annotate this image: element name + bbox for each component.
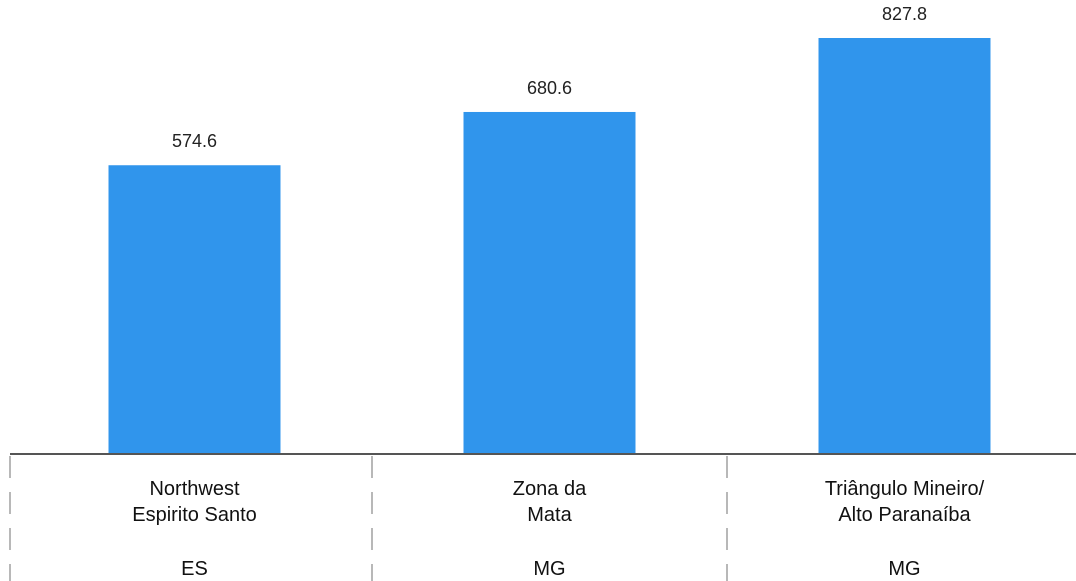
- category-label-1-line-2: Espirito Santo: [132, 504, 257, 526]
- category-label-1-line-1: Northwest: [149, 478, 239, 500]
- data-label-1: 574.6: [172, 131, 217, 151]
- data-label-3: 827.8: [882, 4, 927, 24]
- value-labels-group: 574.6 680.6 827.8: [172, 4, 927, 151]
- category-label-2-line-1: Zona da: [513, 478, 587, 500]
- group-label-2: MG: [533, 558, 565, 580]
- category-label-3-line-2: Alto Paranaíba: [838, 504, 971, 526]
- group-labels-group: ES MG MG: [181, 558, 920, 580]
- data-label-2: 680.6: [527, 78, 572, 98]
- category-label-3-line-1: Triângulo Mineiro/: [825, 478, 985, 500]
- category-labels-group: Northwest Espirito Santo Zona da Mata Triâng…: [132, 478, 984, 526]
- bar-3: [818, 38, 991, 454]
- bar-2: [463, 111, 636, 455]
- group-label-1: ES: [181, 558, 208, 580]
- category-separators: [9, 456, 728, 581]
- category-label-2-line-2: Mata: [527, 504, 572, 526]
- bars-group: [108, 38, 991, 455]
- group-label-3: MG: [888, 558, 920, 580]
- bar-1: [108, 165, 281, 455]
